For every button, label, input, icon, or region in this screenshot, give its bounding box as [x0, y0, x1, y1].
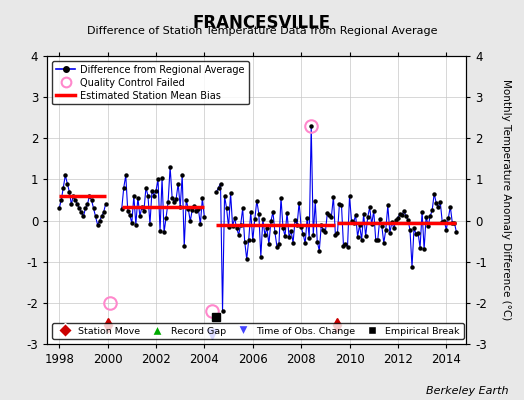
Text: FRANCESVILLE: FRANCESVILLE	[193, 14, 331, 32]
Legend: Station Move, Record Gap, Time of Obs. Change, Empirical Break: Station Move, Record Gap, Time of Obs. C…	[52, 323, 464, 339]
Y-axis label: Monthly Temperature Anomaly Difference (°C): Monthly Temperature Anomaly Difference (…	[501, 79, 511, 321]
Text: Berkeley Earth: Berkeley Earth	[426, 386, 508, 396]
Text: Difference of Station Temperature Data from Regional Average: Difference of Station Temperature Data f…	[87, 26, 437, 36]
